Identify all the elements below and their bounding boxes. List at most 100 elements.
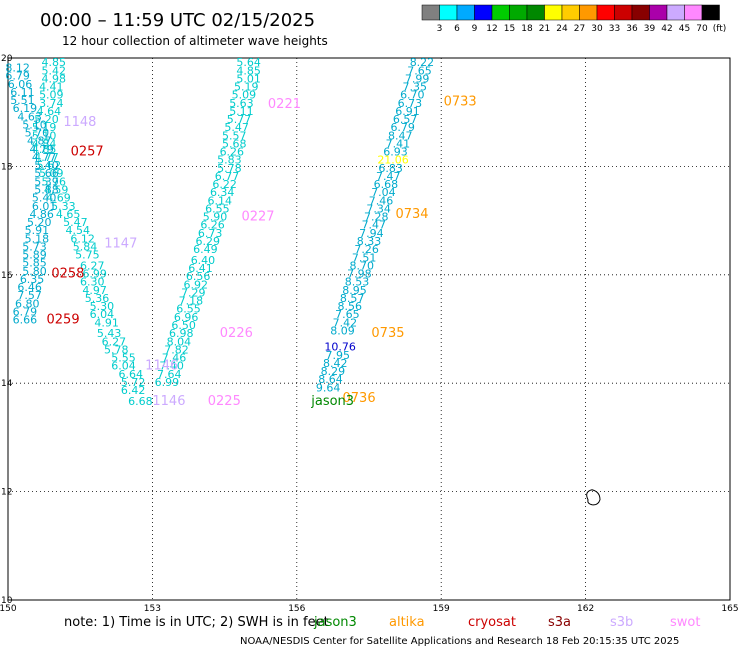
wave-height-value: 6.91 <box>395 105 420 118</box>
colorbar-label: (ft) <box>713 24 727 34</box>
wave-height-value: 5.72 <box>121 376 146 389</box>
footnote: note: 1) Time is in UTC; 2) SWH is in fe… <box>64 615 329 630</box>
colorbar-label: 24 <box>556 24 568 34</box>
wave-height-value: 5.19 <box>32 121 57 134</box>
wave-height-value: 5.40 <box>34 159 59 172</box>
wave-height-value: 5.09 <box>39 167 64 180</box>
satellite-name: s3a <box>548 615 571 630</box>
colorbar-label: 12 <box>486 24 497 34</box>
wave-height-value: 6.30 <box>80 276 105 289</box>
wave-height-value: 4.87 <box>27 135 52 148</box>
wave-height-value: 8.04 <box>167 335 192 348</box>
colorbar-swatch <box>614 4 633 21</box>
satellite-name: altika <box>389 615 425 630</box>
chart-title: 00:00 – 11:59 UTC 02/15/2025 <box>40 10 315 31</box>
wave-height-value: 7.29 <box>181 286 206 299</box>
wave-height-value: 6.79 <box>13 305 38 318</box>
wave-height-value: 6.66 <box>13 314 38 327</box>
colorbar-swatch <box>544 4 563 21</box>
wave-height-value: 5.89 <box>22 249 47 262</box>
wave-height-value: 6.80 <box>15 297 40 310</box>
wave-height-value: 6.70 <box>400 89 425 102</box>
colorbar-swatch <box>579 4 598 21</box>
wave-height-value: 7.41 <box>386 137 411 150</box>
wave-height-value: 6.50 <box>171 319 196 332</box>
x-tick-label: 156 <box>288 604 305 614</box>
wave-height-value: 4.69 <box>46 192 71 205</box>
colorbar-label: 3 <box>437 24 443 34</box>
wave-height-value: 5.63 <box>229 97 254 110</box>
wave-height-value: 8.56 <box>337 300 362 313</box>
wave-height-value: 5.78 <box>104 343 129 356</box>
wave-height-value: 7.46 <box>369 194 394 207</box>
wave-height-value: 6.73 <box>398 97 423 110</box>
pass-time-label: jason3 <box>310 394 354 409</box>
wave-height-value: 6.26 <box>200 219 225 232</box>
wave-height-value: 6.34 <box>210 186 235 199</box>
colorbar-swatch <box>509 4 528 21</box>
chart-subtitle: 12 hour collection of altimeter wave hei… <box>62 34 328 48</box>
y-tick-label: 20 <box>1 54 13 64</box>
wave-height-value: 7.51 <box>352 251 377 264</box>
wave-height-value: 4.65 <box>56 208 81 221</box>
wave-height-value: 5.43 <box>97 327 122 340</box>
plot-frame <box>7 57 731 601</box>
wave-height-value: 5.84 <box>73 240 98 253</box>
wave-height-value: 5.73 <box>22 240 47 253</box>
wave-height-value: 5.10 <box>32 129 57 142</box>
pass-time-label: 0221 <box>268 97 301 112</box>
colorbar-swatch <box>526 4 545 21</box>
wave-height-value: 5.88 <box>34 184 59 197</box>
colorbar-swatch <box>596 4 615 21</box>
wave-height-value: 6.42 <box>121 384 146 397</box>
wave-height-value: 8.09 <box>330 324 355 337</box>
wave-height-value: 5.42 <box>41 64 66 77</box>
wave-height-value: 6.99 <box>155 376 180 389</box>
wave-height-value: 6.26 <box>220 146 245 159</box>
colorbar-label: 6 <box>454 24 460 34</box>
colorbar-swatch <box>561 4 580 21</box>
wave-height-value: 7.65 <box>407 64 432 77</box>
footer: note: 1) Time is in UTC; 2) SWH is in fe… <box>64 615 700 647</box>
wave-height-value: 6.40 <box>191 254 216 267</box>
wave-height-value: 5.47 <box>63 216 88 229</box>
wave-height-value: 6.73 <box>198 227 223 240</box>
wave-height-value: 21.06 <box>377 154 409 167</box>
colorbar-legend: 3 6 9 12 15 18 21 24 27 30 33 36 39 42 45 70 (ft) <box>421 4 727 34</box>
wave-height-value: 6.55 <box>205 202 230 215</box>
wave-height-value: 9.64 <box>316 381 341 394</box>
pass-time-label: 1147 <box>104 237 137 252</box>
x-tick-label: 159 <box>433 604 450 614</box>
colorbar-swatch <box>421 4 440 21</box>
wave-height-value: 5.64 <box>236 56 261 69</box>
satellite-name: swot <box>670 615 700 630</box>
wave-height-value: 5.36 <box>85 292 110 305</box>
wave-height-value: 8.12 <box>5 62 30 75</box>
wave-height-value: 6.04 <box>111 360 136 373</box>
pass-time-label: 1146 <box>145 359 178 374</box>
wave-height-value: 4.63 <box>17 110 42 123</box>
colorbar-label: 45 <box>679 24 690 34</box>
wave-height-value: 6.27 <box>80 259 105 272</box>
pass-time-label: 0227 <box>241 210 274 225</box>
wave-height-value: 3.74 <box>39 97 64 110</box>
wave-height-value: 6.83 <box>378 162 403 175</box>
pass-time-label: 0226 <box>220 326 253 341</box>
x-tick-label: 162 <box>577 604 594 614</box>
x-tick-label: 150 <box>0 604 17 614</box>
wave-height-value: 6.27 <box>102 335 127 348</box>
wave-height-value: 5.75 <box>75 249 100 262</box>
pass-time-label: 0257 <box>71 145 104 160</box>
wave-height-value: 6.55 <box>176 303 201 316</box>
satellite-name: s3b <box>610 615 633 630</box>
wave-height-value: 6.57 <box>393 113 418 126</box>
colorbar-label: 18 <box>521 24 533 34</box>
wave-height-value: 8.64 <box>318 373 343 386</box>
wave-height-value: 6.22 <box>212 178 237 191</box>
wave-height-value: 4.54 <box>66 224 91 237</box>
wave-height-value: 4.79 <box>29 143 54 156</box>
wave-height-value: 4.85 <box>236 64 261 77</box>
colorbar-swatch <box>456 4 475 21</box>
